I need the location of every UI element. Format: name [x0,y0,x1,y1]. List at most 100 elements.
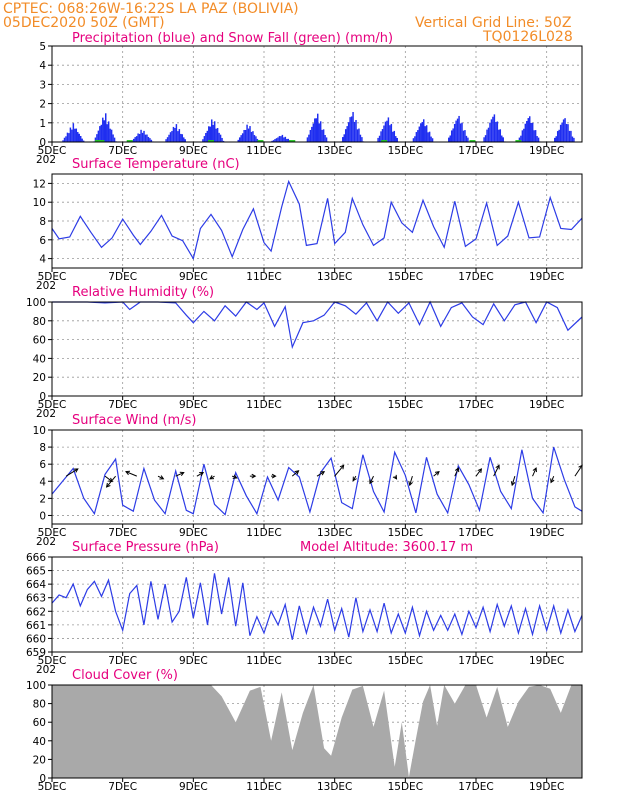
precip-bar [556,131,559,142]
precip-bar [143,130,145,142]
precip-bar [74,128,76,142]
precip-bar [102,117,104,142]
wind-arrow [291,470,299,477]
precip-bar [275,138,278,142]
precip-bar [174,127,176,142]
precip-bar [344,129,347,142]
precip-bar [415,132,418,142]
precip-bar [150,139,153,142]
snow-bar [469,140,476,142]
precip-bar [359,134,362,142]
precip-bar [343,134,345,142]
precip-bar [172,126,175,142]
wind-arrow-head [125,470,131,476]
precip-bar [96,134,98,142]
series-line [51,573,583,640]
precip-bar [71,129,73,142]
precip-bar [518,137,521,142]
precip-bar [361,137,363,142]
y-tick-label: 2 [39,493,46,505]
precip-bar [492,116,494,142]
x-tick-label: 11DEC [246,781,281,793]
precip-bar [69,127,72,142]
precip-bar [149,138,151,142]
precip-bar [456,118,459,142]
x-tick-label: 19DEC [529,655,564,667]
precip-bar [393,130,396,142]
wind-arrow [511,476,516,486]
grid-line-note: Vertical Grid Line: 50Z [415,15,571,31]
y-tick-label: 662 [26,606,46,618]
x-tick-label: 9DEC [179,399,208,411]
precip-bar [132,138,135,142]
precip-bar [107,121,110,142]
snow-bar [289,140,296,142]
precip-bar [462,130,465,142]
precip-bar [219,134,222,142]
precip-bar [430,136,432,142]
y-tick-label: 660 [26,633,46,645]
cloud-title: Cloud Cover (%) [72,668,178,683]
precip-bar [455,120,457,142]
precip-bar [484,135,487,142]
wind-arrow [433,471,440,477]
precip-bar [315,118,317,142]
precip-bar [431,138,434,142]
precip-bar [212,124,214,142]
precip-bar [350,116,353,142]
precip-bar [458,115,460,142]
precip-bar [250,131,253,142]
y-tick-label: 4 [39,60,46,72]
precip-bar [94,137,97,142]
snow-bar [126,140,133,142]
y-tick-label: 4 [39,254,46,266]
precip-bar [356,129,359,142]
x-tick-label: 19DEC [529,399,564,411]
precip-bar [531,122,534,142]
y-tick-label: 661 [26,620,46,632]
precip-bar [418,126,421,142]
precip-bar [65,136,67,142]
precip-bar [241,133,244,142]
precip-bar [392,131,394,142]
precip-bar [386,120,388,142]
precip-bar [135,136,138,142]
x-tick-label: 5DEC [38,781,67,793]
precip-bar [499,129,502,142]
x-tick-label: 13DEC [317,781,352,793]
precip-bar [319,121,322,142]
y-tick-label: 659 [26,647,46,659]
precip-bar [218,132,220,142]
y-tick-label: 40 [33,736,46,748]
wind-title: Surface Wind (m/s) [72,413,196,428]
precip-bar [314,118,316,142]
x-tick-label: 9DEC [179,655,208,667]
wind-arrow-head [434,470,440,476]
precip-bar [147,136,150,142]
precip-bar [278,136,281,142]
cloud-area [52,685,582,778]
wind-arrow [316,471,325,477]
precip-bar [166,137,169,142]
precip-bar [565,123,568,142]
precip-bar [425,125,428,142]
precip-bar [321,129,323,142]
precip-bar [144,134,147,142]
x-tick-label: 13DEC [317,399,352,411]
precip-bar [352,112,354,142]
precip-bar [423,119,425,142]
precip-bar [237,139,239,142]
precip-bar [79,135,82,142]
precip-bar [533,130,535,142]
precip-bar [325,137,328,142]
precip-bar [353,121,356,142]
precip-bar [165,139,167,142]
precip-bar [555,136,557,142]
x-tick-label: 5DEC [38,145,67,157]
panel-2: 0 20 40 60 80 100 5DEC 7DEC 9DEC 11DEC 13DEC 15DEC 1… [26,297,583,420]
precip-bar [180,133,182,142]
x-tick-label: 9DEC [179,527,208,539]
precip-bar [378,135,381,142]
panel-5: 0 20 40 60 80 100 5DEC 7DEC 9DEC 11DEC 13DEC 15DEC 1… [26,680,583,793]
year-label: 202 [36,664,56,676]
